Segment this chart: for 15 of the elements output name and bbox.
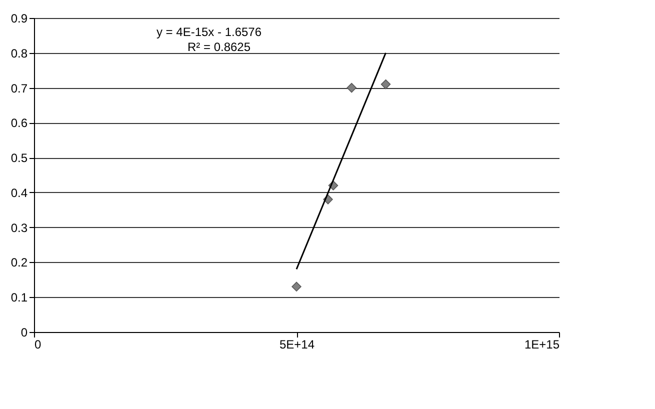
y-tick-label: 0.8 [10, 46, 28, 60]
y-tick-label: 0.4 [10, 186, 28, 200]
y-tick-label: 0.9 [10, 12, 28, 26]
y-tick-label: 0.3 [10, 220, 28, 235]
y-tick-label: 0.5 [10, 151, 28, 166]
x-tick-label: 5E+14 [279, 338, 315, 352]
annotation: R² = 0.8625 [187, 40, 251, 54]
x-tick-label: 1E+15 [524, 338, 560, 352]
y-tick-label: 0.1 [10, 290, 28, 305]
y-tick-label: 0.7 [10, 81, 28, 96]
y-tick-label: 0 [20, 326, 28, 340]
x-tick-label: 0 [34, 338, 42, 352]
annotation: y = 4E-15x - 1.6576 [156, 25, 262, 39]
y-tick-label: 0.2 [10, 256, 28, 270]
y-tick-label: 0.6 [10, 116, 28, 130]
